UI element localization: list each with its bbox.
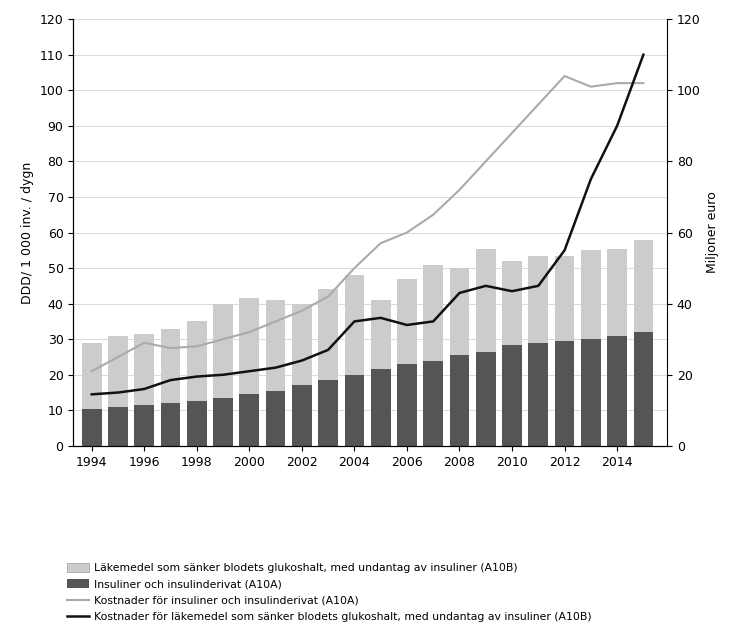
Line: Kostnader för läkemedel som sänker blodets glukoshalt, med undantag av insuliner (A10B): Kostnader för läkemedel som sänker blode… <box>92 55 644 394</box>
Kostnader för insuliner och insulinderivat (A10A) <box>324 293 333 301</box>
Bar <box>187 322 207 401</box>
Bar <box>581 339 601 446</box>
Bar <box>449 355 469 446</box>
Bar <box>292 304 312 385</box>
Kostnader för läkemedel som sänker blodets glukoshalt, med undantag av insuliner (A10B) <box>324 346 333 354</box>
Kostnader för insuliner och insulinderivat (A10A) <box>192 343 201 350</box>
Bar <box>528 343 548 446</box>
Bar <box>318 289 338 380</box>
Bar <box>633 240 653 332</box>
Kostnader för läkemedel som sänker blodets glukoshalt, med undantag av insuliner (A10B) <box>245 368 254 375</box>
Kostnader för insuliner och insulinderivat (A10A) <box>613 79 622 87</box>
Bar <box>555 255 575 341</box>
Bar <box>318 380 338 446</box>
Y-axis label: Miljoner euro: Miljoner euro <box>706 192 719 273</box>
Kostnader för läkemedel som sänker blodets glukoshalt, med undantag av insuliner (A10B) <box>218 371 227 378</box>
Bar <box>449 268 469 355</box>
Kostnader för läkemedel som sänker blodets glukoshalt, med undantag av insuliner (A10B) <box>455 289 464 297</box>
Bar <box>266 390 285 446</box>
Kostnader för insuliner och insulinderivat (A10A) <box>166 344 175 352</box>
Kostnader för läkemedel som sänker blodets glukoshalt, med undantag av insuliner (A10B) <box>429 318 438 326</box>
Kostnader för insuliner och insulinderivat (A10A) <box>298 307 306 315</box>
Kostnader för läkemedel som sänker blodets glukoshalt, med undantag av insuliner (A10B) <box>402 321 411 329</box>
Kostnader för läkemedel som sänker blodets glukoshalt, med undantag av insuliner (A10B) <box>534 282 542 290</box>
Bar <box>581 250 601 339</box>
Bar <box>397 279 417 364</box>
Bar <box>345 375 364 446</box>
Kostnader för insuliner och insulinderivat (A10A) <box>350 264 358 272</box>
Line: Kostnader för insuliner och insulinderivat (A10A): Kostnader för insuliner och insulinderiv… <box>92 76 644 371</box>
Bar <box>371 300 391 369</box>
Bar <box>240 298 259 394</box>
Bar <box>528 255 548 343</box>
Bar <box>161 329 180 403</box>
Kostnader för läkemedel som sänker blodets glukoshalt, med undantag av insuliner (A10B) <box>482 282 490 290</box>
Bar <box>607 248 627 336</box>
Kostnader för läkemedel som sänker blodets glukoshalt, med undantag av insuliner (A10B) <box>376 314 385 322</box>
Kostnader för läkemedel som sänker blodets glukoshalt, med undantag av insuliner (A10B) <box>271 364 280 371</box>
Kostnader för läkemedel som sänker blodets glukoshalt, med undantag av insuliner (A10B) <box>508 287 517 295</box>
Kostnader för insuliner och insulinderivat (A10A) <box>218 335 227 343</box>
Kostnader för insuliner och insulinderivat (A10A) <box>508 129 517 137</box>
Bar <box>502 261 522 345</box>
Kostnader för läkemedel som sänker blodets glukoshalt, med undantag av insuliner (A10B) <box>639 51 648 59</box>
Bar <box>187 401 207 446</box>
Bar <box>424 361 443 446</box>
Y-axis label: DDD/ 1 000 inv. / dygn: DDD/ 1 000 inv. / dygn <box>21 161 34 304</box>
Bar <box>108 336 128 407</box>
Kostnader för läkemedel som sänker blodets glukoshalt, med undantag av insuliner (A10B) <box>166 376 175 384</box>
Bar <box>476 352 496 446</box>
Bar <box>82 408 102 446</box>
Kostnader för insuliner och insulinderivat (A10A) <box>482 157 490 165</box>
Bar <box>555 341 575 446</box>
Bar <box>397 364 417 446</box>
Bar <box>607 336 627 446</box>
Kostnader för läkemedel som sänker blodets glukoshalt, med undantag av insuliner (A10B) <box>192 373 201 380</box>
Bar <box>424 264 443 361</box>
Kostnader för insuliner och insulinderivat (A10A) <box>87 368 96 375</box>
Bar <box>345 275 364 375</box>
Bar <box>502 345 522 446</box>
Kostnader för läkemedel som sänker blodets glukoshalt, med undantag av insuliner (A10B) <box>613 122 622 130</box>
Kostnader för insuliner och insulinderivat (A10A) <box>376 240 385 247</box>
Bar <box>292 385 312 446</box>
Kostnader för insuliner och insulinderivat (A10A) <box>140 339 149 347</box>
Bar <box>476 248 496 352</box>
Kostnader för insuliner och insulinderivat (A10A) <box>429 211 438 218</box>
Kostnader för läkemedel som sänker blodets glukoshalt, med undantag av insuliner (A10B) <box>87 390 96 398</box>
Kostnader för läkemedel som sänker blodets glukoshalt, med undantag av insuliner (A10B) <box>350 318 358 326</box>
Bar <box>213 398 233 446</box>
Bar <box>266 300 285 390</box>
Kostnader för läkemedel som sänker blodets glukoshalt, med undantag av insuliner (A10B) <box>140 385 149 393</box>
Kostnader för läkemedel som sänker blodets glukoshalt, med undantag av insuliner (A10B) <box>114 389 122 396</box>
Kostnader för insuliner och insulinderivat (A10A) <box>586 83 595 90</box>
Kostnader för insuliner och insulinderivat (A10A) <box>114 353 122 361</box>
Bar <box>213 304 233 398</box>
Bar <box>161 403 180 446</box>
Kostnader för läkemedel som sänker blodets glukoshalt, med undantag av insuliner (A10B) <box>298 357 306 364</box>
Kostnader för läkemedel som sänker blodets glukoshalt, med undantag av insuliner (A10B) <box>560 247 569 254</box>
Bar <box>371 369 391 446</box>
Kostnader för insuliner och insulinderivat (A10A) <box>455 186 464 194</box>
Bar <box>633 332 653 446</box>
Bar <box>134 334 154 405</box>
Kostnader för insuliner och insulinderivat (A10A) <box>560 72 569 80</box>
Kostnader för insuliner och insulinderivat (A10A) <box>639 79 648 87</box>
Kostnader för insuliner och insulinderivat (A10A) <box>245 328 254 336</box>
Kostnader för insuliner och insulinderivat (A10A) <box>271 318 280 326</box>
Kostnader för läkemedel som sänker blodets glukoshalt, med undantag av insuliner (A10B) <box>586 175 595 183</box>
Bar <box>240 394 259 446</box>
Legend: Läkemedel som sänker blodets glukoshalt, med undantag av insuliner (A10B), Insul: Läkemedel som sänker blodets glukoshalt,… <box>64 560 595 625</box>
Kostnader för insuliner och insulinderivat (A10A) <box>402 229 411 236</box>
Kostnader för insuliner och insulinderivat (A10A) <box>534 101 542 108</box>
Bar <box>108 407 128 446</box>
Bar <box>82 343 102 408</box>
Bar <box>134 405 154 446</box>
